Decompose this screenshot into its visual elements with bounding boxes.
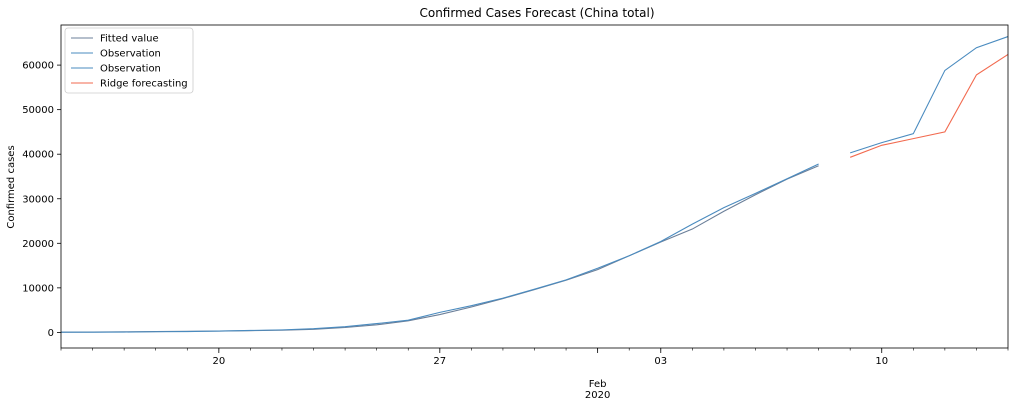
legend-label: Fitted value — [100, 34, 159, 45]
series-line-2 — [850, 36, 1009, 154]
x-tick-label: 03 — [654, 356, 667, 367]
series-line-3 — [849, 53, 1009, 158]
y-axis-label: Confirmed cases — [6, 145, 17, 228]
legend-label: Observation — [100, 64, 161, 75]
series-line-0 — [60, 165, 819, 333]
y-tick-label: 40000 — [22, 150, 54, 161]
y-tick-label: 10000 — [22, 283, 54, 294]
y-tick-label: 20000 — [22, 239, 54, 250]
plot-area: 0 10000 20000 30000 40000 50000 60000 20 27 03 10 F… — [22, 24, 1009, 401]
y-tick-label: 30000 — [22, 194, 54, 205]
plot-frame — [60, 24, 1009, 349]
chart-title: Confirmed Cases Forecast (China total) — [419, 6, 654, 20]
x-tick-label: 10 — [875, 356, 888, 367]
series-line-1 — [60, 163, 819, 333]
y-tick-label: 50000 — [22, 105, 54, 116]
y-tick-label: 60000 — [22, 61, 54, 72]
x-month-label: Feb — [589, 379, 607, 390]
legend-label: Observation — [100, 49, 161, 60]
y-tick-label: 0 — [48, 328, 54, 339]
x-tick-label: 20 — [212, 356, 225, 367]
x-tick-label: 27 — [433, 356, 446, 367]
legend-label: Ridge forecasting — [100, 79, 188, 90]
x-year-label: 2020 — [585, 390, 610, 401]
legend: Fitted value Observation Observation Ridge … — [64, 27, 194, 94]
legend-box — [64, 27, 194, 94]
